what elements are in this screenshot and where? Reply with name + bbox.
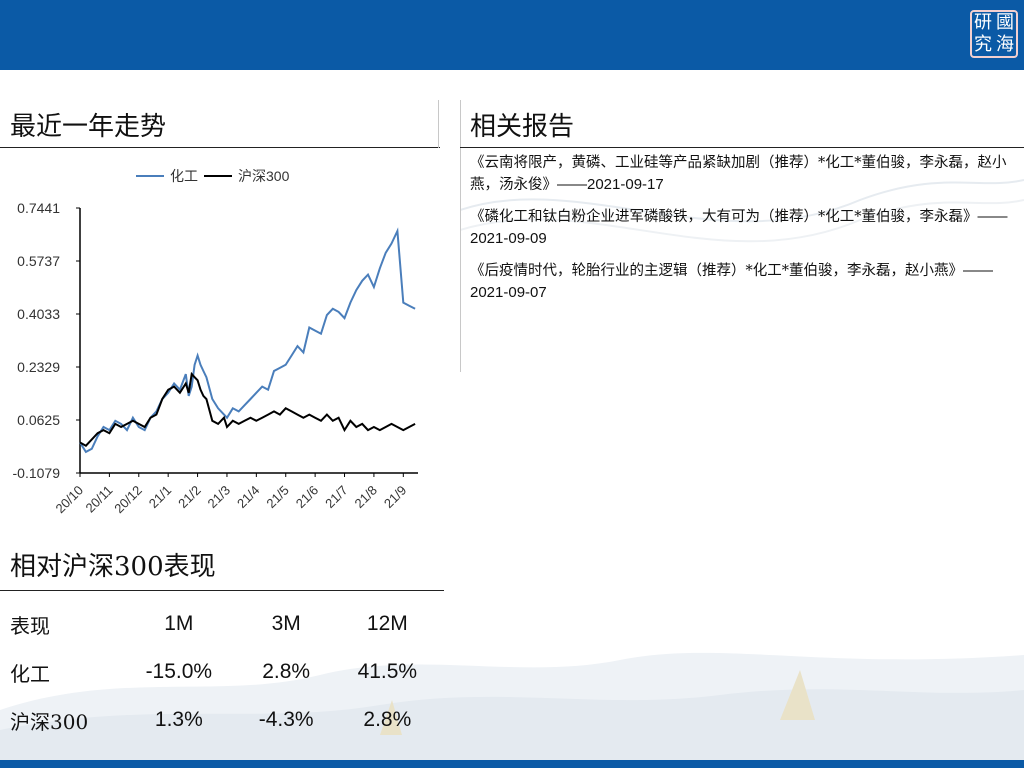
- table-cell: -4.3%: [258, 708, 314, 731]
- table-header-cell: 1M: [164, 612, 194, 635]
- report-item[interactable]: 《后疫情时代，轮胎行业的主逻辑（推荐）*化工*董伯骏，李永磊，赵小燕》——202…: [470, 260, 1010, 304]
- report-date: ——2021-09-09: [470, 208, 1008, 247]
- x-tick-label: 21/7: [322, 483, 351, 512]
- table-header-cell: 表现: [10, 613, 50, 638]
- y-tick-label: 0.5737: [17, 253, 60, 269]
- report-text: 《后疫情时代，轮胎行业的主逻辑（推荐）*化工*董伯骏，李永磊，赵小燕》: [470, 263, 963, 279]
- series-line-chem: [79, 227, 416, 454]
- report-item[interactable]: 《云南将限产，黄磷、工业硅等产品紧缺加剧（推荐）*化工*董伯骏，李永磊，赵小燕，…: [470, 152, 1010, 196]
- table-cell: 2.8%: [262, 660, 311, 683]
- legend-label-chem: 化工: [170, 168, 198, 184]
- chart-legend: 化工 沪深300: [136, 166, 289, 186]
- table-cell: 1.3%: [154, 708, 203, 731]
- header-bar: 研 國 究 海: [0, 0, 1024, 70]
- x-tick-label: 21/2: [175, 483, 204, 512]
- logo-char: 海: [996, 34, 1014, 55]
- x-tick-label: 20/11: [83, 483, 116, 516]
- report-text: 《云南将限产，黄磷、工业硅等产品紧缺加剧（推荐）*化工*董伯骏，李永磊，赵小燕，…: [470, 155, 1007, 193]
- reports-title-rule: [460, 147, 1024, 148]
- trend-chart: 0.7441 0.5737 0.4033 0.2329 0.0625 -0.1079 20/…: [13, 200, 418, 517]
- performance-table: 表现 1M 3M 12M 化工 -15.0% 2.8% 41.5% 沪深300 …: [10, 600, 440, 744]
- trend-title: 最近一年走势: [10, 112, 167, 142]
- logo-char: 究: [974, 34, 992, 55]
- institute-logo: 研 國 究 海: [970, 10, 1018, 58]
- report-item[interactable]: 《磷化工和钛白粉企业进军磷酸铁，大有可为（推荐）*化工*董伯骏，李永磊》——20…: [470, 206, 1010, 250]
- table-cell: 2.8%: [363, 708, 412, 731]
- table-header-row: 表现 1M 3M 12M: [10, 600, 440, 648]
- x-tick-label: 21/9: [381, 483, 410, 512]
- legend-label-hs300: 沪深300: [238, 168, 290, 184]
- x-tick-label: 21/1: [146, 483, 175, 512]
- table-row: 沪深300 1.3% -4.3% 2.8%: [10, 696, 440, 744]
- y-tick-label: 0.0625: [17, 412, 60, 428]
- table-cell: 沪深300: [10, 709, 89, 734]
- table-row: 化工 -15.0% 2.8% 41.5%: [10, 648, 440, 696]
- x-tick-label: 21/3: [205, 483, 234, 512]
- legend-swatch-hs300: [204, 175, 232, 177]
- trend-divider: [438, 100, 439, 148]
- table-header-cell: 3M: [271, 612, 301, 635]
- table-cell: 41.5%: [357, 660, 418, 683]
- y-tick-label: 0.2329: [17, 359, 60, 375]
- table-header-cell: 12M: [366, 612, 408, 635]
- background-landscape: [0, 652, 1024, 760]
- y-tick-label: -0.1079: [13, 465, 61, 481]
- performance-title-rule: [0, 590, 444, 591]
- y-tick-label: 0.7441: [17, 200, 60, 216]
- table-cell: -15.0%: [145, 660, 213, 683]
- y-tick-label: 0.4033: [17, 306, 60, 322]
- reports-divider: [460, 100, 461, 372]
- report-date: ——2021-09-07: [470, 262, 993, 301]
- reports-title: 相关报告: [470, 112, 575, 142]
- logo-char: 國: [996, 12, 1014, 33]
- x-tick-label: 21/5: [263, 483, 292, 512]
- logo-char: 研: [974, 12, 992, 33]
- table-cell: 化工: [10, 661, 50, 686]
- legend-swatch-chem: [136, 175, 164, 177]
- x-tick-label: 21/8: [352, 483, 381, 512]
- report-date: ——2021-09-17: [557, 176, 664, 193]
- performance-title: 相对沪深300表现: [10, 552, 216, 582]
- report-text: 《磷化工和钛白粉企业进军磷酸铁，大有可为（推荐）*化工*董伯骏，李永磊》: [470, 209, 978, 225]
- footer-bar: [0, 760, 1024, 768]
- trend-title-rule: [0, 147, 440, 148]
- background-waves: [460, 179, 1024, 243]
- x-tick-label: 21/6: [293, 483, 322, 512]
- series-line-hs300: [79, 371, 416, 447]
- x-tick-label: 20/12: [111, 483, 145, 517]
- x-tick-label: 21/4: [234, 483, 263, 512]
- x-tick-label: 20/10: [53, 483, 87, 517]
